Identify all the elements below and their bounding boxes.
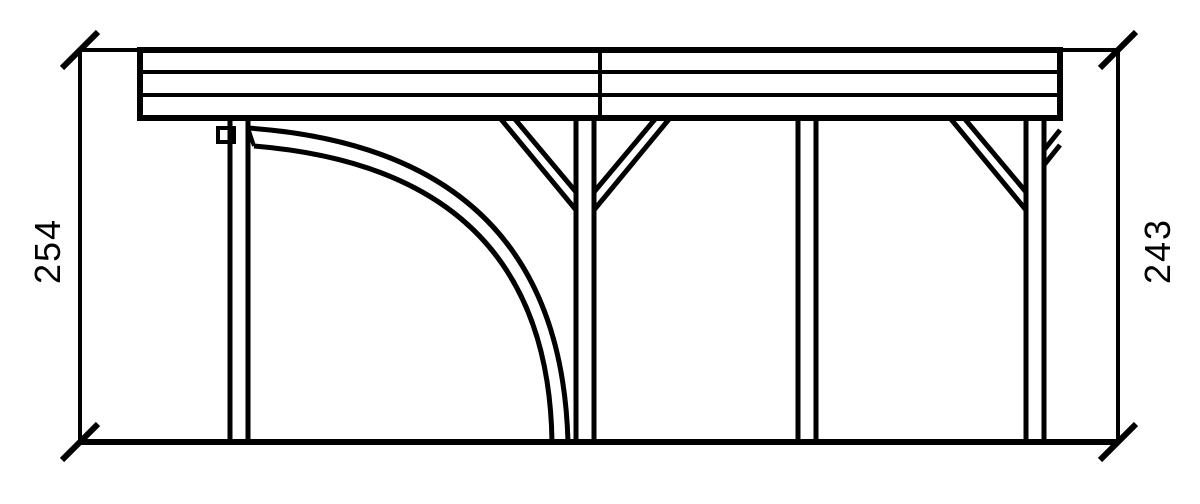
brace-p2-left-a [500, 118, 576, 210]
brace-p4-left-a [950, 118, 1026, 210]
brace-p2-left-b [514, 118, 576, 192]
brace-p4-left-b [964, 118, 1026, 192]
dim-label-right: 243 [1137, 211, 1179, 291]
arc-brace-inner [254, 146, 552, 442]
technical-drawing [0, 0, 1200, 504]
dim-label-left: 254 [27, 211, 69, 291]
brace-p2-right-a [594, 118, 670, 210]
arc-brace-outer [248, 128, 568, 442]
brace-p2-right-b [594, 118, 656, 192]
